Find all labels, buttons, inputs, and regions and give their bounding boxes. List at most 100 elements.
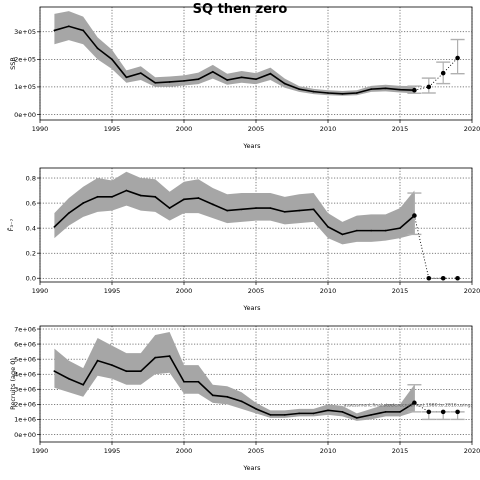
fbar-estimate-point-2003 xyxy=(226,209,229,212)
fbar-estimate-point-1996 xyxy=(125,189,128,192)
ssb-estimate-point-2006 xyxy=(269,72,272,75)
fbar-xtick-label-1995: 1995 xyxy=(104,287,121,295)
fbar-estimate-point-2013 xyxy=(370,229,373,232)
chart-title: SQ then zero xyxy=(193,2,288,17)
ssb-xtick-label-2000: 2000 xyxy=(176,125,193,133)
fbar-estimate-point-2004 xyxy=(240,208,243,211)
ssb-projection-point-2016 xyxy=(412,87,417,93)
recruits-xtick-label-2000: 2000 xyxy=(176,447,193,455)
fbar-estimate-point-2014 xyxy=(384,229,387,232)
ssb-xtick-label-1995: 1995 xyxy=(104,125,121,133)
fbar-estimate-point-2010 xyxy=(327,225,329,228)
recruits-confidence-band xyxy=(54,332,415,421)
recruits-estimate-line xyxy=(54,355,415,419)
recruits-estimate-point-2010 xyxy=(327,409,329,412)
fbar-panel: 1990 1995 2000 2005 2010 2015 2020 0.0 0.2 0.4 0.6… xyxy=(6,167,480,312)
fbar-estimate-point-2001 xyxy=(197,197,200,199)
ssb-estimate-point-1998 xyxy=(154,81,157,84)
ssb-confidence-band xyxy=(54,11,415,96)
recruits-estimate-point-2015 xyxy=(399,410,401,413)
recruits-x-axis-label: Years xyxy=(242,464,261,472)
recruits-xtick-label-2005: 2005 xyxy=(248,447,265,455)
fbar-xtick-label-2015: 2015 xyxy=(392,287,409,295)
ssb-y-axis-label: SSB xyxy=(9,57,17,70)
fbar-x-axis-label: Years xyxy=(242,304,261,312)
recruits-estimate-point-2002 xyxy=(211,394,214,397)
ssb-estimate-point-2000 xyxy=(183,79,185,82)
fbar-estimate-point-1991 xyxy=(53,225,56,228)
ssb-estimate-point-2009 xyxy=(312,90,315,93)
fbar-ytick-label-3: 0.6 xyxy=(26,199,36,207)
fbar-xtick-label-2005: 2005 xyxy=(248,287,265,295)
ssb-estimate-point-1995 xyxy=(111,58,113,61)
recruits-estimate-point-1996 xyxy=(125,370,128,373)
fbar-estimate-point-2007 xyxy=(283,210,286,213)
recruits-estimate-point-1995 xyxy=(111,364,113,367)
recruits-estimate-point-1997 xyxy=(139,370,142,373)
ssb-xtick-label-2020: 2020 xyxy=(464,125,480,133)
recruits-estimate-point-2009 xyxy=(312,412,315,415)
recruits-xtick-label-1995: 1995 xyxy=(104,447,121,455)
ssb-estimate-point-2012 xyxy=(355,92,358,94)
ssb-estimate-point-2010 xyxy=(327,92,329,94)
ssb-projection-point-2017 xyxy=(426,84,432,90)
recruits-xtick-label-1990: 1990 xyxy=(32,447,49,455)
ssb-estimate-point-1999 xyxy=(168,81,171,83)
recruits-projection-point-2016 xyxy=(412,400,417,406)
recruits-projection-line xyxy=(414,402,458,413)
ssb-ytick-label-3: 3e+05 xyxy=(14,28,36,36)
ssb-ytick-label-2: 2e+05 xyxy=(14,56,36,64)
recruits-xtick-label-2015: 2015 xyxy=(392,447,409,455)
recruits-estimate-point-2001 xyxy=(197,380,200,383)
fbar-confidence-band xyxy=(54,171,415,245)
fbar-xtick-label-2020: 2020 xyxy=(464,287,480,295)
ssb-estimate-point-2003 xyxy=(226,79,229,81)
fbar-projection-point-2016 xyxy=(412,213,417,218)
fbar-xtick-label-2000: 2000 xyxy=(176,287,193,295)
recruits-ytick-label-4: 4e+06 xyxy=(14,371,36,379)
ssb-projection-point-2018 xyxy=(440,70,446,76)
fbar-estimate-point-2012 xyxy=(355,229,358,232)
fbar-estimate-point-1999 xyxy=(168,207,171,209)
ssb-estimate-point-1994 xyxy=(96,47,99,50)
recruits-projection-point-2018 xyxy=(440,409,446,415)
recruits-ytick-label-0: 0e+00 xyxy=(14,431,36,439)
fbar-estimate-point-2008 xyxy=(298,209,301,212)
fbar-estimate-point-2000 xyxy=(183,198,185,201)
recruits-xtick-label-2020: 2020 xyxy=(464,447,480,455)
recruits-estimate-point-2008 xyxy=(298,412,301,415)
fbar-ytick-label-2: 0.4 xyxy=(26,224,36,232)
ssb-estimate-point-2001 xyxy=(197,78,200,81)
recruits-projection-point-2019 xyxy=(455,409,460,415)
ssb-estimate-point-1997 xyxy=(139,72,142,75)
recruits-estimate-point-2011 xyxy=(341,410,344,413)
ssb-estimate-point-2005 xyxy=(255,78,257,81)
ssb-estimate-point-2011 xyxy=(341,92,344,95)
recruits-projection-point-2017 xyxy=(426,409,432,415)
ssb-xtick-label-2010: 2010 xyxy=(320,125,337,133)
recruits-estimate-point-1991 xyxy=(53,370,56,373)
ssb-ytick-label-1: 1e+05 xyxy=(14,83,36,91)
ssb-estimate-point-2004 xyxy=(240,76,243,79)
ssb-estimate-point-1996 xyxy=(125,76,128,79)
fbar-estimate-point-1993 xyxy=(82,202,85,204)
recruits-estimate-point-2012 xyxy=(355,416,358,419)
ssb-xtick-label-2015: 2015 xyxy=(392,125,409,133)
recruits-estimate-point-1994 xyxy=(96,359,99,362)
ssb-x-axis-label: Years xyxy=(242,142,261,150)
ssb-estimate-point-1992 xyxy=(67,25,70,28)
recruits-estimate-point-2003 xyxy=(226,395,229,398)
fbar-estimate-point-1994 xyxy=(96,195,99,198)
fbar-estimate-point-2009 xyxy=(312,208,315,211)
fbar-estimate-point-2005 xyxy=(255,207,257,209)
fbar-xtick-label-2010: 2010 xyxy=(320,287,337,295)
ssb-estimate-point-2002 xyxy=(211,70,214,73)
recruits-ytick-label-6: 6e+06 xyxy=(14,340,36,348)
recruits-ytick-label-2: 2e+06 xyxy=(14,401,36,409)
fbar-projection-point-2018 xyxy=(440,275,446,281)
ssb-estimate-point-2015 xyxy=(399,88,401,91)
fbar-xtick-label-1990: 1990 xyxy=(32,287,49,295)
recruits-estimate-point-1999 xyxy=(168,355,171,358)
ssb-estimate-point-2014 xyxy=(384,87,387,90)
ssb-projection-line xyxy=(414,57,458,91)
